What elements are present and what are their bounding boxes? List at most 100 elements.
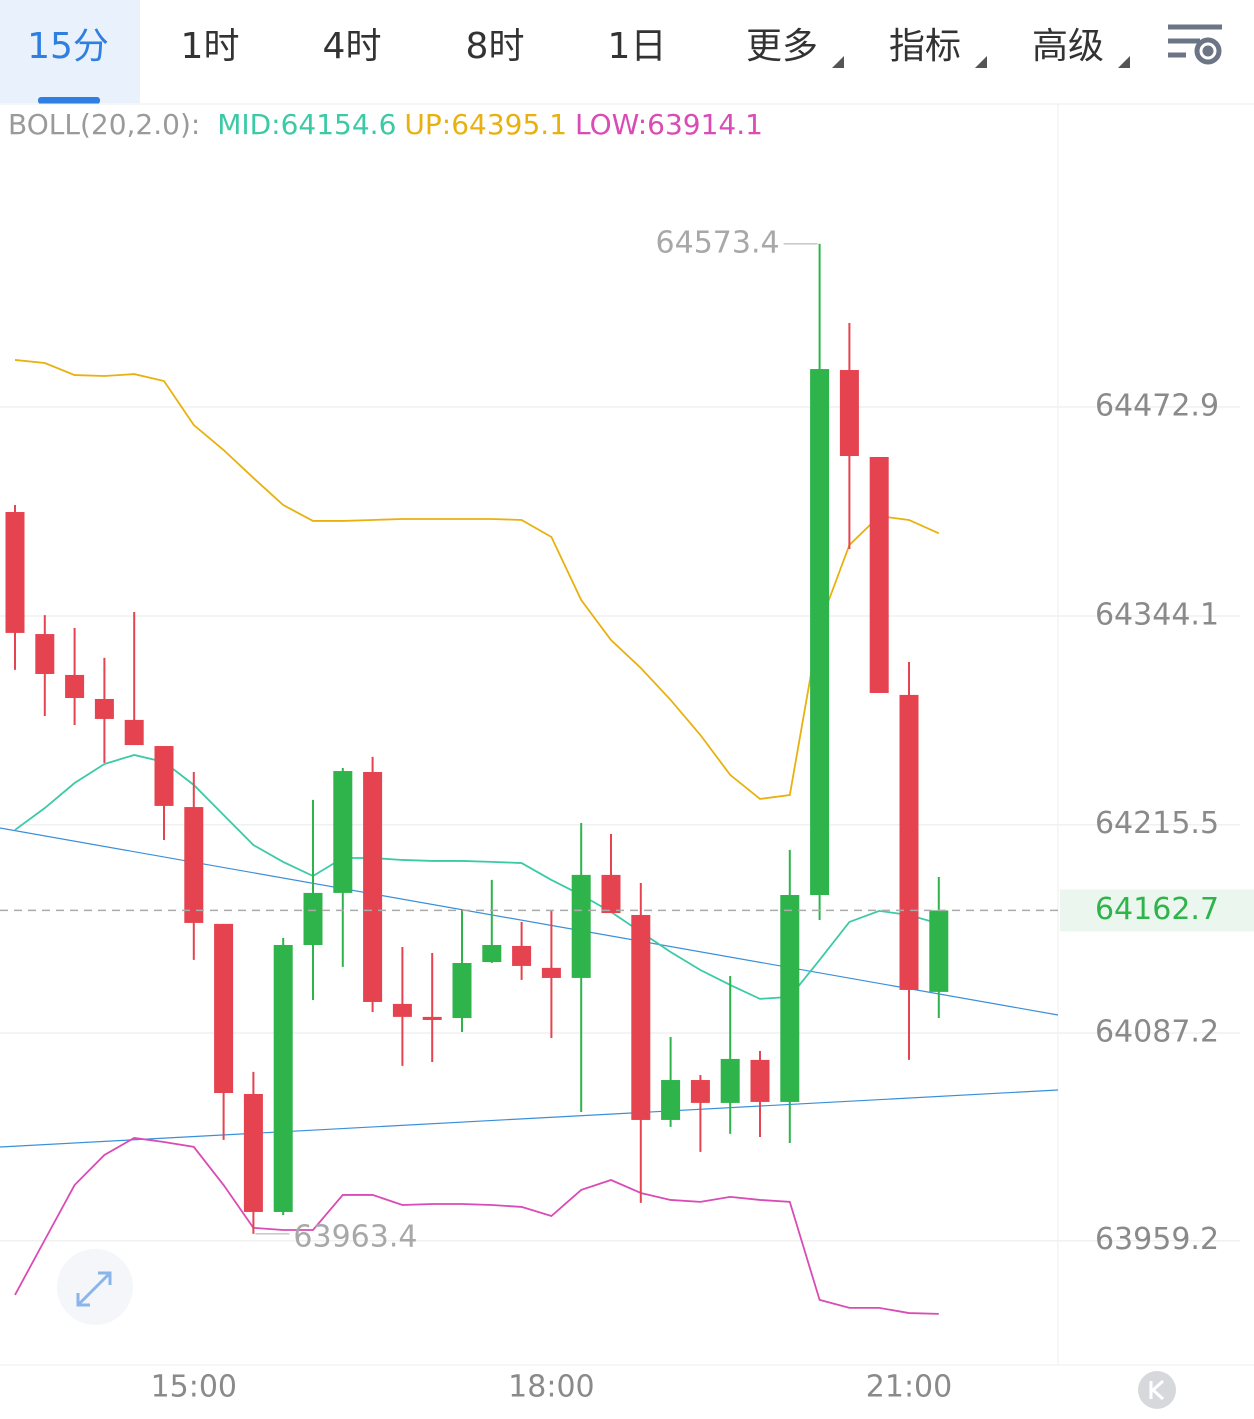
- candle-body: [392, 1003, 412, 1017]
- candle-body: [5, 512, 25, 633]
- candle-body: [363, 772, 383, 1002]
- candle: [333, 767, 353, 967]
- candle: [482, 879, 502, 964]
- trend-line: [0, 827, 1059, 1016]
- legend-item: MID:64154.6: [217, 108, 397, 141]
- boll-line: [14, 1137, 939, 1315]
- active-tab-bg: [0, 0, 140, 103]
- last-price-bg: [1060, 889, 1254, 932]
- candle-body: [65, 674, 85, 698]
- candle: [899, 661, 919, 1060]
- candle-body: [929, 910, 949, 992]
- candle-body: [94, 698, 114, 719]
- low-label: 63963.4: [293, 1219, 417, 1254]
- candle-body: [243, 1093, 263, 1212]
- y-tick-label: 64215.5: [1095, 806, 1219, 841]
- candle-body: [631, 914, 651, 1120]
- timeframe-tab[interactable]: 15分: [27, 26, 109, 67]
- trend-line: [0, 1089, 1059, 1148]
- y-tick-label: 63959.2: [1095, 1222, 1219, 1257]
- candle-body: [512, 945, 532, 966]
- dropdown-caret: [975, 56, 987, 68]
- legend-item: LOW:63914.1: [575, 108, 763, 141]
- candle: [810, 243, 830, 921]
- candle: [214, 923, 234, 1140]
- candle: [5, 505, 25, 670]
- candle: [839, 322, 859, 550]
- y-tick-label: 64087.2: [1095, 1014, 1219, 1049]
- timeframe-tab[interactable]: 更多: [746, 26, 818, 67]
- candle-body: [184, 807, 204, 923]
- timeframe-tab[interactable]: 8时: [466, 26, 525, 67]
- candle: [154, 746, 174, 840]
- candle-body: [303, 892, 323, 945]
- x-tick-label: 15:00: [151, 1370, 237, 1405]
- candle: [631, 883, 651, 1203]
- last-price-label: 64162.7: [1095, 892, 1219, 927]
- x-tick-label: 21:00: [866, 1370, 952, 1405]
- candle-body: [422, 1016, 442, 1020]
- dropdown-caret: [1118, 56, 1130, 68]
- legend-item: UP:64395.1: [404, 108, 568, 141]
- boll-line: [14, 359, 940, 800]
- candle: [392, 946, 412, 1066]
- candle: [35, 615, 55, 717]
- candle: [303, 799, 323, 1001]
- candle-body: [899, 694, 919, 990]
- candle-body: [541, 967, 561, 978]
- candle: [869, 457, 889, 693]
- candle: [571, 822, 591, 1112]
- candle-body: [273, 945, 293, 1212]
- candle: [720, 975, 740, 1134]
- k-button[interactable]: [1138, 1371, 1176, 1409]
- candle: [661, 1037, 681, 1127]
- candle: [422, 952, 442, 1063]
- timeframe-tab[interactable]: 1时: [181, 26, 240, 67]
- boll-line: [14, 754, 940, 1000]
- candle-body: [154, 746, 174, 806]
- indicator-label: BOLL(20,2.0):: [8, 108, 201, 141]
- y-tick-label: 64344.1: [1095, 598, 1219, 633]
- candle: [601, 833, 621, 914]
- candle: [94, 657, 114, 763]
- candle-body: [780, 895, 800, 1102]
- candle-body: [690, 1080, 710, 1103]
- candle: [363, 756, 383, 1013]
- candle-body: [661, 1080, 681, 1120]
- candle: [929, 877, 949, 1019]
- settings-icon[interactable]: [1168, 24, 1222, 65]
- candle-body: [482, 945, 502, 963]
- candle: [690, 1074, 710, 1152]
- candle-body: [333, 771, 353, 893]
- candle-body: [35, 634, 55, 674]
- candle-body: [839, 370, 859, 457]
- candle-body: [214, 923, 234, 1094]
- candle-body: [869, 457, 889, 693]
- expand-button[interactable]: [57, 1249, 133, 1325]
- candle-body: [452, 963, 472, 1019]
- y-tick-label: 64472.9: [1095, 389, 1219, 424]
- candle-body: [601, 874, 621, 914]
- high-label: 64573.4: [656, 225, 780, 260]
- candle: [541, 909, 561, 1038]
- dropdown-caret: [832, 56, 844, 68]
- timeframe-tab[interactable]: 1日: [608, 26, 667, 67]
- timeframe-tab[interactable]: 指标: [889, 26, 961, 67]
- candle-body: [750, 1059, 770, 1102]
- candle: [780, 849, 800, 1143]
- candle: [750, 1050, 770, 1137]
- timeframe-tab[interactable]: 高级: [1032, 26, 1104, 67]
- candle: [273, 938, 293, 1216]
- candle: [243, 1071, 263, 1234]
- timeframe-tab[interactable]: 4时: [323, 26, 382, 67]
- candle: [65, 628, 85, 725]
- indicator-legend: BOLL(20,2.0): MID:64154.6 UP:64395.1 LOW:6…: [8, 108, 771, 141]
- candle: [124, 611, 144, 746]
- candle: [184, 772, 204, 960]
- candle-body: [124, 719, 144, 746]
- candle-body: [720, 1058, 740, 1103]
- candle: [512, 921, 532, 980]
- candle-body: [571, 874, 591, 978]
